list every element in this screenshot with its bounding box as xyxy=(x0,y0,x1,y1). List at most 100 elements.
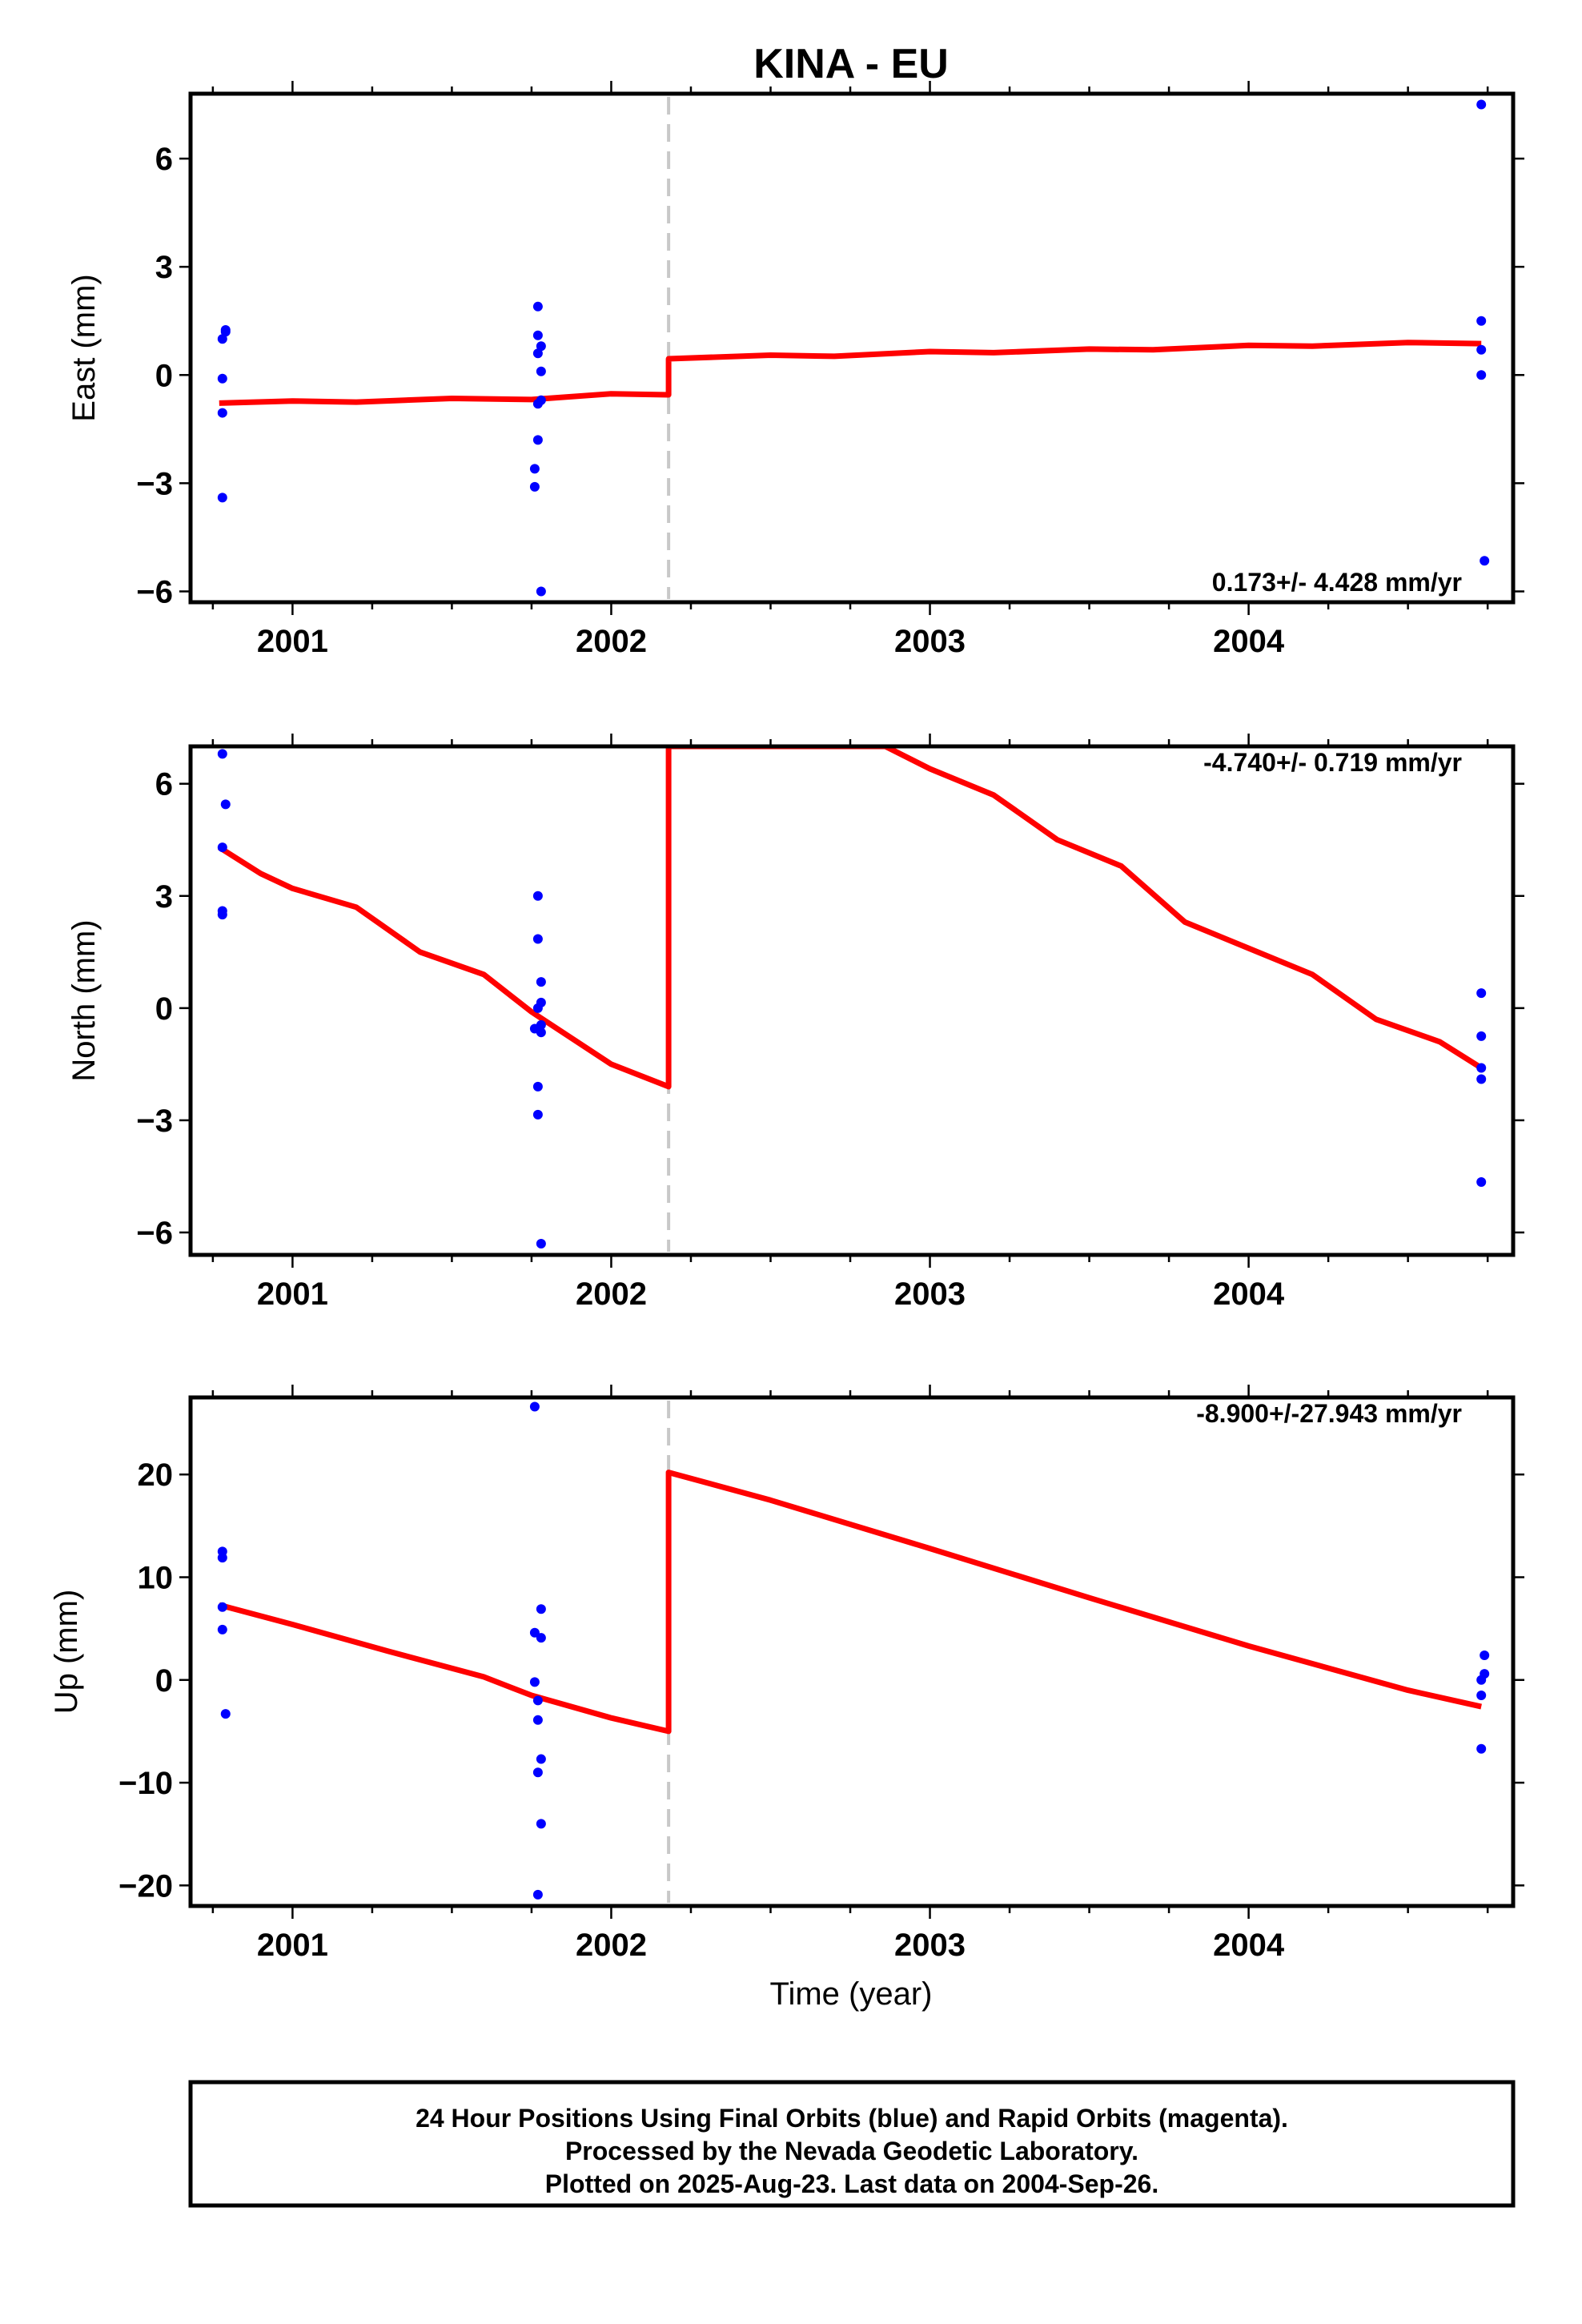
east-data-point xyxy=(532,301,543,312)
north-data-point xyxy=(532,891,543,901)
north-data-point xyxy=(1476,988,1487,999)
north-y-tick-label: −6 xyxy=(136,1216,173,1251)
chart-title: KINA - EU xyxy=(753,41,949,87)
x-axis-label: Time (year) xyxy=(770,1976,933,2012)
north-x-tick-label: 2001 xyxy=(257,1277,328,1312)
east-x-tick-label: 2003 xyxy=(894,624,966,659)
up-data-point xyxy=(536,1633,546,1643)
east-y-tick-label: 3 xyxy=(155,250,173,285)
north-x-tick-label: 2004 xyxy=(1213,1277,1285,1312)
up-data-point xyxy=(536,1819,546,1829)
up-data-point xyxy=(529,1627,540,1638)
up-data-point xyxy=(1476,1675,1487,1685)
up-data-point xyxy=(532,1889,543,1900)
footer-box: 24 Hour Positions Using Final Orbits (bl… xyxy=(188,2080,1516,2208)
up-y-tick-label: −20 xyxy=(118,1868,173,1904)
up-x-tick-label: 2003 xyxy=(894,1928,966,1963)
north-data-point xyxy=(217,910,227,920)
up-data-point xyxy=(536,1754,546,1764)
east-plot-frame xyxy=(188,91,1516,605)
up-x-tick-label: 2004 xyxy=(1213,1928,1285,1963)
up-data-point xyxy=(529,1677,540,1687)
north-data-point xyxy=(536,977,546,987)
north-rate-label: -4.740+/- 0.719 mm/yr xyxy=(1203,748,1462,777)
north-y-tick-label: −3 xyxy=(136,1104,173,1139)
north-y-axis-label: North (mm) xyxy=(66,919,102,1081)
north-x-tick-label: 2002 xyxy=(576,1277,647,1312)
east-model-curve xyxy=(219,340,1482,406)
east-data-point xyxy=(217,334,227,344)
north-panel: 2001 2002 2003 2004 6 3 0 −3 −6 North (mm) -4.740+… xyxy=(66,734,1524,1312)
east-data-point xyxy=(532,435,543,445)
east-panel: 2001 2002 2003 2004 6 3 0 −3 −6 East (mm) 0.173+/-… xyxy=(66,81,1524,659)
east-data-point xyxy=(536,366,546,376)
east-y-tick-label: −6 xyxy=(136,574,173,609)
east-data-point xyxy=(1476,344,1487,355)
footer-line-2: Processed by the Nevada Geodetic Laborat… xyxy=(565,2137,1138,2165)
up-plot-frame xyxy=(188,1395,1516,1908)
north-data-point xyxy=(1476,1063,1487,1073)
north-plot-frame xyxy=(188,744,1516,1257)
east-y-tick-label: −3 xyxy=(136,466,173,501)
up-data-point xyxy=(529,1401,540,1412)
up-data-point xyxy=(532,1695,543,1706)
east-x-tick-label: 2002 xyxy=(576,624,647,659)
east-x-tick-label: 2004 xyxy=(1213,624,1285,659)
east-x-tick-label: 2001 xyxy=(257,624,328,659)
east-data-point xyxy=(1476,316,1487,326)
east-data-point xyxy=(532,330,543,340)
east-rate-label: 0.173+/- 4.428 mm/yr xyxy=(1212,568,1462,597)
up-panel: 2001 2002 2003 2004 20 10 0 −10 −20 Up (mm) -8.900… xyxy=(49,1385,1524,1963)
up-y-tick-label: 0 xyxy=(155,1663,173,1699)
north-data-point xyxy=(532,934,543,944)
up-data-point xyxy=(532,1715,543,1725)
north-model-curve xyxy=(217,746,1484,1090)
north-y-tick-label: 0 xyxy=(155,991,173,1027)
north-data-point xyxy=(536,1027,546,1038)
up-data-point xyxy=(1480,1650,1490,1660)
east-data-point xyxy=(1476,99,1487,110)
east-data-point xyxy=(220,324,231,335)
north-y-tick-label: 6 xyxy=(155,767,173,802)
east-data-point xyxy=(217,373,227,384)
north-x-tick-label: 2003 xyxy=(894,1277,966,1312)
north-data-point xyxy=(536,1238,546,1248)
up-y-tick-label: 10 xyxy=(138,1560,174,1595)
north-data-point xyxy=(532,1003,543,1013)
east-data-point xyxy=(536,586,546,597)
up-data-point xyxy=(217,1624,227,1634)
footer-frame xyxy=(188,2080,1516,2208)
east-y-axis-label: East (mm) xyxy=(66,274,102,421)
up-y-tick-label: 20 xyxy=(138,1458,174,1493)
up-data-point xyxy=(217,1602,227,1612)
east-data-point xyxy=(532,399,543,409)
north-data-point xyxy=(532,1109,543,1120)
east-data-point xyxy=(532,348,543,359)
up-data-point xyxy=(1476,1743,1487,1754)
north-data-point xyxy=(1476,1031,1487,1041)
up-data-point xyxy=(217,1553,227,1563)
up-y-axis-label: Up (mm) xyxy=(49,1590,84,1715)
up-data-point xyxy=(532,1767,543,1778)
east-data-point xyxy=(529,464,540,474)
east-data-point xyxy=(217,408,227,418)
north-data-point xyxy=(220,799,231,810)
footer-line-1: 24 Hour Positions Using Final Orbits (bl… xyxy=(416,2104,1288,2133)
north-data-point xyxy=(1476,1074,1487,1084)
east-data-point xyxy=(1476,370,1487,380)
north-y-tick-label: 3 xyxy=(155,879,173,915)
east-data-point xyxy=(217,493,227,503)
up-data-point xyxy=(1476,1691,1487,1701)
footer-line-3: Plotted on 2025-Aug-23. Last data on 200… xyxy=(545,2169,1158,2198)
up-y-tick-label: −10 xyxy=(118,1766,173,1801)
east-y-tick-label: 0 xyxy=(155,358,173,393)
north-data-point xyxy=(1476,1176,1487,1187)
up-x-tick-label: 2002 xyxy=(576,1928,647,1963)
north-data-point xyxy=(217,842,227,853)
east-data-point xyxy=(536,341,546,352)
up-rate-label: -8.900+/-27.943 mm/yr xyxy=(1196,1399,1462,1428)
up-data-point xyxy=(536,1604,546,1614)
up-data-point xyxy=(220,1709,231,1719)
up-x-tick-label: 2001 xyxy=(257,1928,328,1963)
